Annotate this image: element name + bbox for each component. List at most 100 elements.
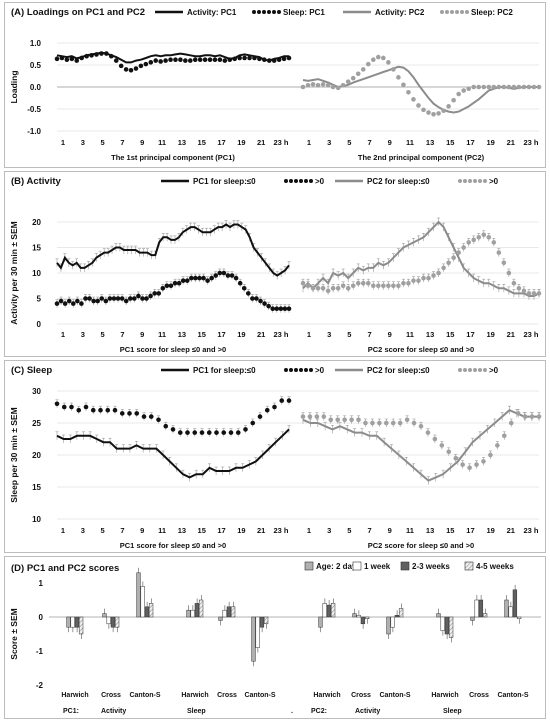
panel-c-legend-4-marker (473, 368, 477, 372)
panel-c-legend-4-label: >0 (489, 366, 499, 375)
panel-c-xtick: 23 h (523, 526, 538, 535)
panel-c-xtick: 11 (158, 526, 166, 535)
panel-a-xtick: 1 (61, 138, 65, 147)
panel-a-series-4-point (310, 82, 316, 87)
panel-c-series-1-line (56, 428, 290, 479)
panel-d-bar (74, 616, 80, 628)
panel-b-series-2-point (286, 306, 292, 311)
panel-b-series-4-point (320, 286, 326, 291)
panel-a-series-2-point (94, 52, 99, 57)
panel-c-series-2-point (235, 430, 241, 435)
panel-b-series-2-point (205, 278, 210, 283)
panel-d-ytick: -1 (36, 647, 44, 656)
panel-c-series-4-point (397, 420, 403, 426)
panel-b-xtick: 13 (426, 330, 434, 339)
panel-a-xtick: 5 (347, 138, 351, 147)
panel-c-series-4-point (390, 420, 396, 426)
panel-b-series-3-line (302, 220, 540, 297)
panel-a-xtick: 19 (237, 138, 245, 147)
panel-d-ytick: -2 (36, 681, 44, 690)
panel-d-legend-swatch (352, 561, 362, 571)
panel-a-series-4-point (381, 55, 386, 61)
panel-b-xtick: 9 (388, 330, 392, 339)
panel-c-ytick: 10 (32, 515, 41, 524)
panel-c-title: (C) Sleep (11, 365, 52, 376)
panel-c-xtick: 21 (507, 526, 515, 535)
panel-c-xtick: 19 (237, 526, 245, 535)
panel-a-legend-4-marker (450, 10, 454, 14)
panel-b-xtick: 23 h (273, 330, 288, 339)
panel-b-series-4-point (360, 280, 366, 286)
panel-a-series-4-point (370, 57, 376, 63)
panel-c-xtick: 5 (347, 526, 351, 535)
panel-c-legend-2-marker (299, 368, 303, 372)
panel-d-bar (190, 609, 195, 618)
panel-a-legend-3-label: Activity: PC2 (375, 8, 425, 17)
panel-c-series-2-point (105, 407, 111, 413)
panel-d-bar (148, 603, 154, 618)
panel-a-ytick: -0.5 (27, 105, 41, 114)
panel-b-series-4-point (335, 286, 341, 291)
panel-b-series-4-point (466, 240, 472, 245)
panel-b-legend-2-marker (289, 179, 293, 183)
panel-c-series-4-point (453, 455, 459, 461)
panel-c-series-4-point (328, 417, 334, 423)
panel-a-series-4-point (456, 91, 461, 97)
panel-b-legend-4-marker (473, 179, 477, 183)
panel-b-xtick: 23 h (523, 330, 538, 339)
panel-b-xtick: 11 (406, 330, 414, 339)
panel-c-series-2-point (134, 411, 140, 416)
panel-c-series-4-point (356, 417, 361, 423)
panel-c-xtick: 9 (388, 526, 392, 535)
panel-c-ytick: 30 (32, 387, 41, 396)
panel-a-xtick: 11 (158, 138, 166, 147)
panel-c-series-2-point (185, 430, 190, 435)
panel-c-legend-2-marker (289, 368, 293, 372)
panel-b-series-4-point (486, 235, 492, 240)
panel-d-lower-label: Activity (101, 708, 126, 715)
panel-a-series-4-point (516, 84, 522, 90)
panel-c-series-4-point (508, 420, 514, 426)
panel-b-series-4-point (416, 278, 421, 283)
panel-d-bar (255, 616, 260, 648)
panel-c-series-4-point (321, 414, 327, 419)
panel-a-series-2-point (281, 56, 287, 62)
panel-b-series-2-point (176, 280, 182, 286)
panel-d-bar (386, 616, 391, 635)
panel-c-series-2-point (127, 411, 132, 416)
panel-b-series-2-point (172, 280, 178, 286)
panel-c-series-4-point (307, 414, 313, 419)
panel-c-series-4-point (314, 414, 320, 419)
panel-a-ylabel: Loading (9, 70, 19, 103)
panel-c-series-4-point (439, 443, 445, 448)
panel-d-bar (106, 616, 111, 625)
panel-a-series-4-point (350, 75, 356, 81)
panel-c-series-2-point (170, 427, 176, 432)
panel-b-xtick: 17 (466, 330, 474, 339)
panel-b-series-4-point (496, 250, 502, 255)
panel-c-series-4-point (411, 420, 417, 426)
panel-a-series-4-point (476, 84, 482, 90)
panel-b-series-2-point (103, 298, 109, 304)
panel-a-legend-1-label: Activity: PC1 (187, 8, 237, 17)
panel-c-series-2-point (61, 404, 67, 410)
panel-d-bar (144, 606, 150, 618)
panel-c-xtick: 19 (486, 526, 494, 535)
panel-c-series-4-point (404, 417, 410, 423)
panel-b-series-2-point (258, 298, 263, 304)
panel-b-series-2-point (197, 275, 202, 281)
panel-b-series-2-point (99, 296, 105, 301)
panel-b-xtick: 5 (347, 330, 351, 339)
panel-b-series-4-point (436, 270, 441, 276)
panel-c-legend-2-marker (304, 368, 308, 372)
panel-d-legend-label: Age: 2 days (316, 562, 361, 571)
panel-a-series-4-point (305, 82, 311, 88)
panel-b-xtick: 21 (507, 330, 515, 339)
panel-a-series-4-point (496, 84, 502, 90)
panel-c-xtick: 7 (367, 526, 371, 535)
panel-d-legend-swatch (464, 561, 474, 571)
panel-a-series-4-point (335, 85, 341, 91)
panel-d-legend-label: 1 week (364, 562, 391, 571)
panel-b-series-2-point (140, 296, 145, 301)
panel-c-xtick: 13 (426, 526, 434, 535)
